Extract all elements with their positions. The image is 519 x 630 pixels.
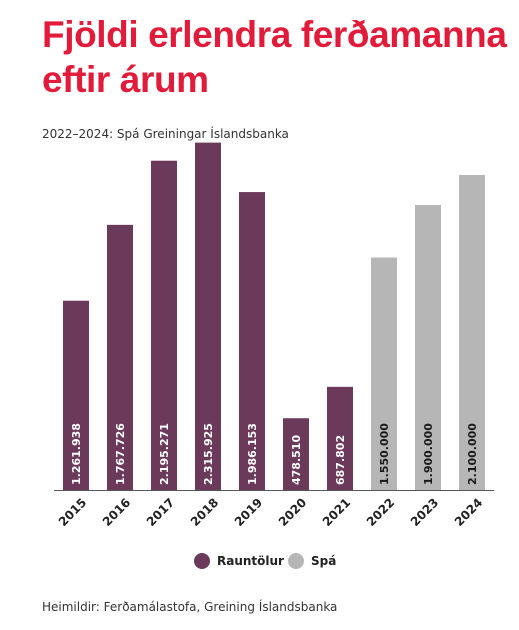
x-tick-label-2019: 2019 bbox=[232, 495, 266, 529]
bar-value-label-2015: 1.261.938 bbox=[70, 423, 83, 485]
legend-label-forecast: Spá bbox=[311, 554, 337, 568]
bar-value-label-2016: 1.767.726 bbox=[114, 423, 127, 485]
legend-item-forecast: Spá bbox=[288, 551, 336, 571]
bar-value-label-2022: 1.550.000 bbox=[378, 423, 391, 485]
chart-subtitle: 2022–2024: Spá Greiningar Íslandsbanka bbox=[42, 127, 289, 141]
bar-labels-group: 1.261.938 1.767.726 2.195.271 2.315.925 1.98… bbox=[70, 423, 479, 485]
legend-label-actual: Rauntölur bbox=[217, 554, 284, 568]
legend-swatch-actual bbox=[194, 553, 210, 569]
bar-2022 bbox=[371, 257, 397, 490]
bar-value-label-2023: 1.900.000 bbox=[422, 423, 435, 485]
bar-value-label-2021: 687.802 bbox=[334, 435, 347, 485]
bar-2016 bbox=[107, 224, 133, 490]
bar-2017 bbox=[151, 160, 177, 490]
bar-2024 bbox=[459, 175, 485, 490]
x-tick-label-2017: 2017 bbox=[144, 495, 178, 529]
bar-2021 bbox=[327, 386, 353, 490]
x-tick-label-2022: 2022 bbox=[364, 495, 398, 529]
bar-2018 bbox=[195, 142, 221, 490]
bars-group bbox=[63, 142, 485, 490]
bar-value-label-2024: 2.100.000 bbox=[466, 423, 479, 485]
bar-value-label-2018: 2.315.925 bbox=[202, 423, 215, 485]
bar-2015 bbox=[63, 300, 89, 490]
legend-swatch-forecast bbox=[288, 553, 304, 569]
x-tick-label-2018: 2018 bbox=[188, 495, 222, 529]
chart-title: Fjöldi erlendra ferðamanna eftir árum bbox=[42, 14, 507, 100]
source-note: Heimildir: Ferðamálastofa, Greining Ísla… bbox=[42, 600, 338, 614]
bar-value-label-2017: 2.195.271 bbox=[158, 423, 171, 485]
bar-chart: 1.261.938 1.767.726 2.195.271 2.315.925 1.98… bbox=[54, 142, 494, 529]
legend-item-actual: Rauntölur bbox=[194, 551, 284, 571]
legend: Rauntölur Spá bbox=[0, 551, 519, 571]
bar-2019 bbox=[239, 192, 265, 490]
bar-2023 bbox=[415, 205, 441, 490]
bar-value-label-2020: 478.510 bbox=[290, 435, 303, 485]
x-tick-label-2024: 2024 bbox=[452, 495, 486, 529]
x-tick-label-2020: 2020 bbox=[276, 495, 310, 529]
x-tick-label-2023: 2023 bbox=[408, 495, 442, 529]
x-tick-label-2021: 2021 bbox=[320, 495, 354, 529]
bar-2020 bbox=[283, 418, 309, 490]
bar-value-label-2019: 1.986.153 bbox=[246, 423, 259, 485]
x-tick-labels-group: 2015 2016 2017 2018 2019 2020 2021 2022 2023 2024 bbox=[56, 495, 486, 529]
x-tick-label-2016: 2016 bbox=[100, 495, 134, 529]
x-tick-label-2015: 2015 bbox=[56, 495, 90, 529]
